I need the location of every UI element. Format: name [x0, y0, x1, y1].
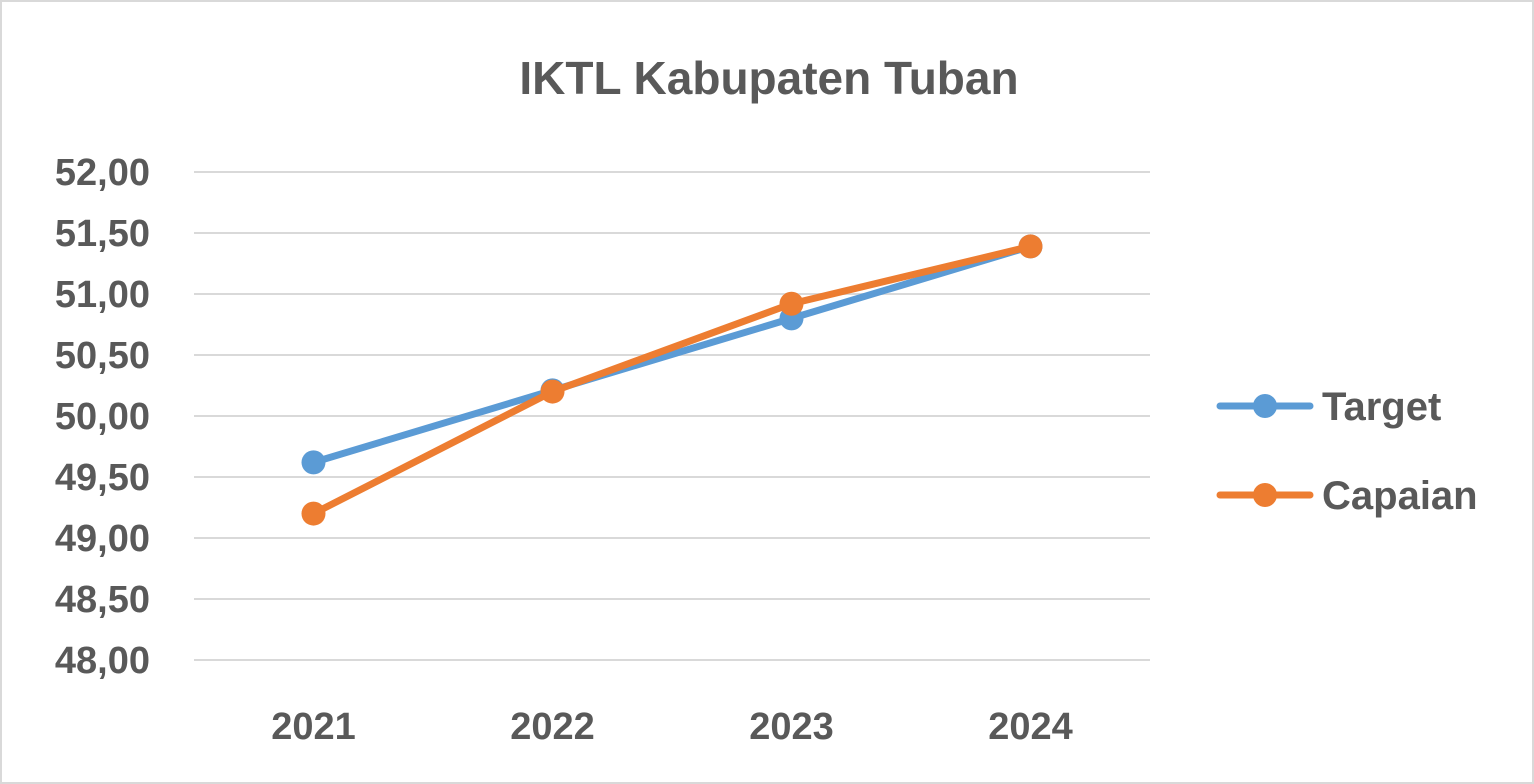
legend: Target Capaian	[1216, 385, 1478, 518]
data-point	[1018, 234, 1043, 259]
y-tick-label: 48,50	[55, 579, 150, 621]
legend-item: Target	[1216, 385, 1441, 429]
legend-label: Target	[1322, 385, 1441, 429]
gridlines	[194, 171, 1150, 661]
data-point	[301, 450, 326, 475]
legend-marker	[1253, 483, 1277, 507]
series-capaian	[301, 234, 1043, 526]
chart-title: IKTL Kabupaten Tuban	[519, 52, 1018, 104]
x-tick-label: 2023	[749, 706, 834, 748]
y-tick-label: 49,50	[55, 457, 150, 499]
data-point	[301, 501, 326, 526]
x-axis-ticks: 2021 2022 2023 2024	[271, 706, 1073, 748]
y-tick-label: 50,00	[55, 396, 150, 438]
y-tick-label: 49,00	[55, 518, 150, 560]
x-tick-label: 2022	[510, 706, 595, 748]
legend-label: Capaian	[1322, 474, 1478, 518]
x-tick-label: 2024	[988, 706, 1073, 748]
y-axis-ticks: 48,00 48,50 49,00 49,50 50,00 50,50 51,00 51,50…	[55, 152, 150, 682]
y-tick-label: 51,00	[55, 274, 150, 316]
series-lines	[301, 234, 1043, 526]
y-tick-label: 51,50	[55, 213, 150, 255]
series-line	[310, 242, 1034, 518]
y-tick-label: 52,00	[55, 152, 150, 194]
x-tick-label: 2021	[271, 706, 356, 748]
legend-marker	[1253, 394, 1277, 418]
y-tick-label: 50,50	[55, 335, 150, 377]
series-line	[310, 242, 1034, 466]
data-point	[779, 291, 804, 316]
legend-item: Capaian	[1216, 474, 1478, 518]
y-tick-label: 48,00	[55, 640, 150, 682]
data-point	[540, 379, 565, 404]
